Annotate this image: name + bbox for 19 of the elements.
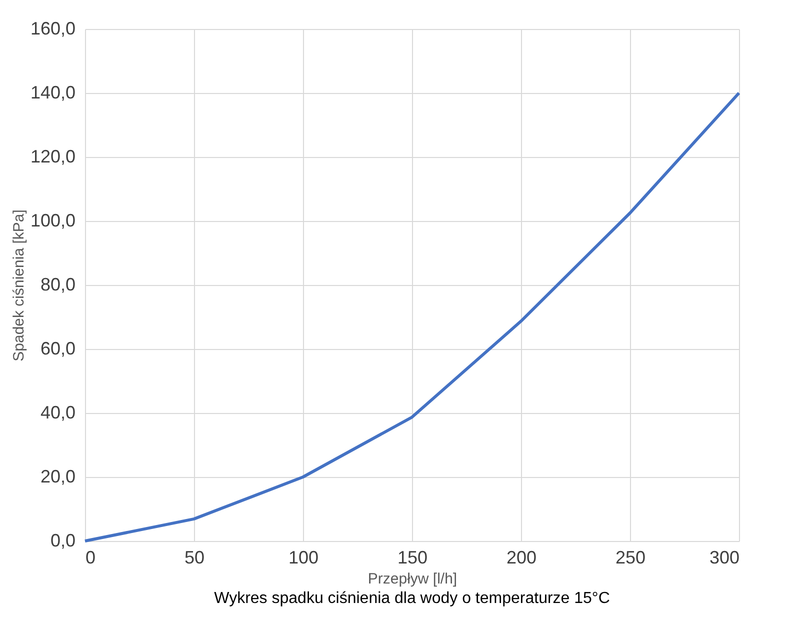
- y-tick-label: 40,0: [40, 402, 76, 422]
- y-tick-label: 160,0: [30, 18, 76, 38]
- y-tick-label: 100,0: [30, 210, 76, 230]
- y-tick-label: 80,0: [40, 274, 76, 294]
- x-axis-title: Przepływ [l/h]: [368, 570, 458, 588]
- y-axis-title: Spadek ciśnienia [kPa]: [10, 210, 28, 362]
- x-tick-label: 200: [506, 548, 537, 568]
- x-tick-label: 150: [397, 548, 428, 568]
- y-tick-label: 140,0: [30, 82, 76, 102]
- y-tick-label: 20,0: [40, 466, 76, 486]
- y-tick-label: 60,0: [40, 338, 76, 358]
- y-tick-label: 0,0: [50, 530, 76, 550]
- x-tick-label: 100: [288, 548, 319, 568]
- x-tick-label: 250: [615, 548, 646, 568]
- x-tick-label: 300: [709, 548, 740, 568]
- x-tick-label: 0: [86, 548, 96, 568]
- x-tick-label: 50: [184, 548, 205, 568]
- text: Wykres spadku ciśnienia dla wody o temperaturze 15°C: [214, 590, 610, 607]
- y-tick-label: 120,0: [30, 146, 76, 166]
